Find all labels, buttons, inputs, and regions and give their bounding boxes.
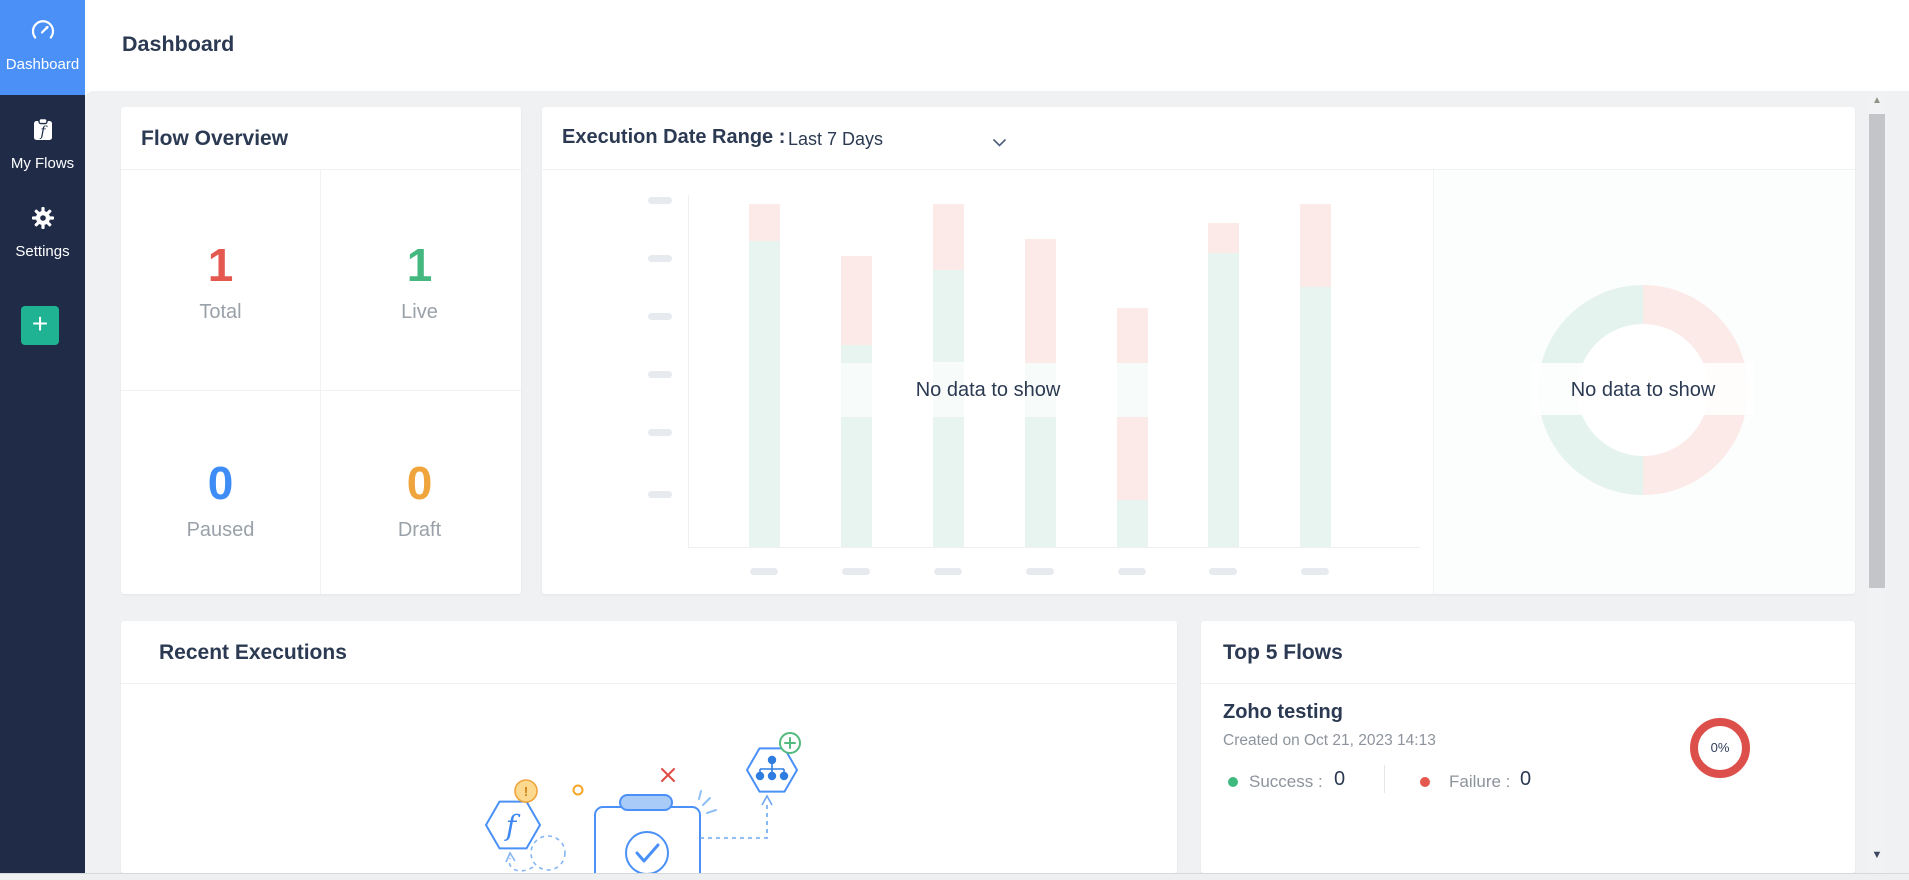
x-tick-placeholder xyxy=(1301,568,1329,575)
stat-total: 1 Total xyxy=(199,239,242,323)
skeleton-bar-segment xyxy=(748,241,780,547)
y-tick-placeholder xyxy=(648,370,672,378)
stat-live: 1 Live xyxy=(401,239,438,323)
skeleton-bar-segment xyxy=(932,362,964,417)
success-rate-value: 0% xyxy=(1710,740,1730,755)
skeleton-bar-segment xyxy=(1024,363,1056,417)
skeleton-bar-segment xyxy=(1299,287,1331,547)
no-data-message: No data to show xyxy=(1570,379,1716,401)
skeleton-bar-segment xyxy=(840,363,872,417)
vertical-scrollbar: ▲ ▼ xyxy=(1868,91,1886,873)
x-tick-placeholder xyxy=(750,568,778,575)
execution-panel-card: Execution Date Range : Last 7 Days No da… xyxy=(542,107,1855,594)
failure-value: 0 xyxy=(1520,768,1532,790)
success-dot-icon xyxy=(1228,777,1238,787)
recent-executions-card: Recent Executions f ! xyxy=(121,621,1177,873)
card-title: Top 5 Flows xyxy=(1223,641,1343,664)
failure-label: Failure : xyxy=(1449,772,1511,791)
page-title: Dashboard xyxy=(122,32,235,56)
top-5-flows-card: Top 5 Flows Zoho testing Created on Oct … xyxy=(1201,621,1855,873)
gear-icon xyxy=(29,207,57,236)
divider xyxy=(1433,170,1434,594)
execution-donut-chart: No data to show xyxy=(1434,171,1855,594)
success-value: 0 xyxy=(1334,768,1346,790)
card-header: Execution Date Range : Last 7 Days xyxy=(542,107,1855,170)
x-tick-placeholder xyxy=(1118,568,1146,575)
divider xyxy=(320,170,321,594)
scrollbar-thumb[interactable] xyxy=(1869,114,1885,588)
stat-paused: 0 Paused xyxy=(186,457,255,541)
skeleton-bar-segment xyxy=(748,204,780,241)
svg-text:f: f xyxy=(39,124,48,140)
sidebar-item-label: My Flows xyxy=(10,155,75,172)
skeleton-bar-segment xyxy=(1116,417,1148,500)
sidebar-item-settings[interactable]: Settings xyxy=(0,196,85,274)
card-title: Recent Executions xyxy=(159,641,347,664)
skeleton-bar-segment xyxy=(1207,223,1239,253)
sidebar: Dashboard f My Flows xyxy=(0,0,85,880)
y-tick-placeholder xyxy=(648,312,672,320)
sidebar-item-dashboard[interactable]: Dashboard xyxy=(0,0,85,95)
success-rate-ring: 0% xyxy=(1690,718,1750,778)
skeleton-bar-segment xyxy=(1299,204,1331,287)
date-range-select[interactable]: Last 7 Days xyxy=(788,129,884,149)
x-tick-placeholder xyxy=(842,568,870,575)
scroll-up-arrow[interactable]: ▲ xyxy=(1872,95,1882,106)
divider xyxy=(121,390,521,391)
execution-date-range-label: Execution Date Range : xyxy=(562,126,786,148)
create-flow-button[interactable]: + xyxy=(21,306,59,345)
empty-state-illustration: f ! xyxy=(481,731,811,873)
skeleton-bar-segment xyxy=(840,417,872,547)
card-header: Flow Overview xyxy=(121,107,521,170)
clipboard-flow-icon: f xyxy=(29,117,57,148)
flow-overview-card: Flow Overview 1 Total 1 Live 0 Paused 0 Draf… xyxy=(121,107,521,594)
skeleton-bar-segment xyxy=(1116,363,1148,417)
top-bar: Dashboard xyxy=(85,0,1909,91)
skeleton-bar-segment xyxy=(932,417,964,547)
sidebar-item-my-flows[interactable]: f My Flows xyxy=(0,108,85,186)
card-title: Flow Overview xyxy=(141,127,289,150)
y-tick-placeholder xyxy=(648,196,672,204)
x-tick-placeholder xyxy=(934,568,962,575)
sidebar-item-label: Settings xyxy=(15,243,70,260)
skeleton-bar-segment xyxy=(840,345,872,363)
skeleton-bar-segment xyxy=(1024,239,1056,363)
skeleton-bar-segment xyxy=(1207,253,1239,547)
flow-name-link[interactable]: Zoho testing xyxy=(1223,701,1343,723)
x-tick-placeholder xyxy=(1209,568,1237,575)
failure-dot-icon xyxy=(1420,777,1430,787)
skeleton-bar-segment xyxy=(932,204,964,270)
gauge-icon xyxy=(29,20,57,49)
x-tick-placeholder xyxy=(1026,568,1054,575)
card-header: Top 5 Flows xyxy=(1201,621,1855,684)
flow-created-timestamp: Created on Oct 21, 2023 14:13 xyxy=(1223,732,1436,749)
skeleton-donut: No data to show xyxy=(1532,285,1754,495)
divider xyxy=(1384,765,1385,793)
skeleton-bar-segment xyxy=(1116,500,1148,547)
y-tick-placeholder xyxy=(648,490,672,498)
svg-text:!: ! xyxy=(524,784,528,799)
skeleton-bar-segment xyxy=(840,256,872,345)
scroll-down-arrow[interactable]: ▼ xyxy=(1871,849,1883,861)
success-label: Success : xyxy=(1249,772,1323,791)
y-tick-placeholder xyxy=(648,254,672,262)
skeleton-bar-segment xyxy=(932,270,964,362)
card-header: Recent Executions xyxy=(121,621,1177,684)
skeleton-bar-segment xyxy=(1116,308,1148,363)
stat-draft: 0 Draft xyxy=(397,457,442,541)
donut-message-band xyxy=(1532,363,1754,415)
skeleton-bar-segment xyxy=(1024,417,1056,547)
y-tick-placeholder xyxy=(648,428,672,436)
x-axis-line xyxy=(688,547,1420,548)
no-data-message: No data to show xyxy=(915,379,1061,401)
y-axis-line xyxy=(688,195,689,547)
dashboard-content: Flow Overview 1 Total 1 Live 0 Paused 0 Draf… xyxy=(85,91,1909,880)
sidebar-item-label: Dashboard xyxy=(5,56,80,73)
chevron-down-icon[interactable] xyxy=(992,134,1007,152)
window-bottom-edge xyxy=(0,873,1909,880)
